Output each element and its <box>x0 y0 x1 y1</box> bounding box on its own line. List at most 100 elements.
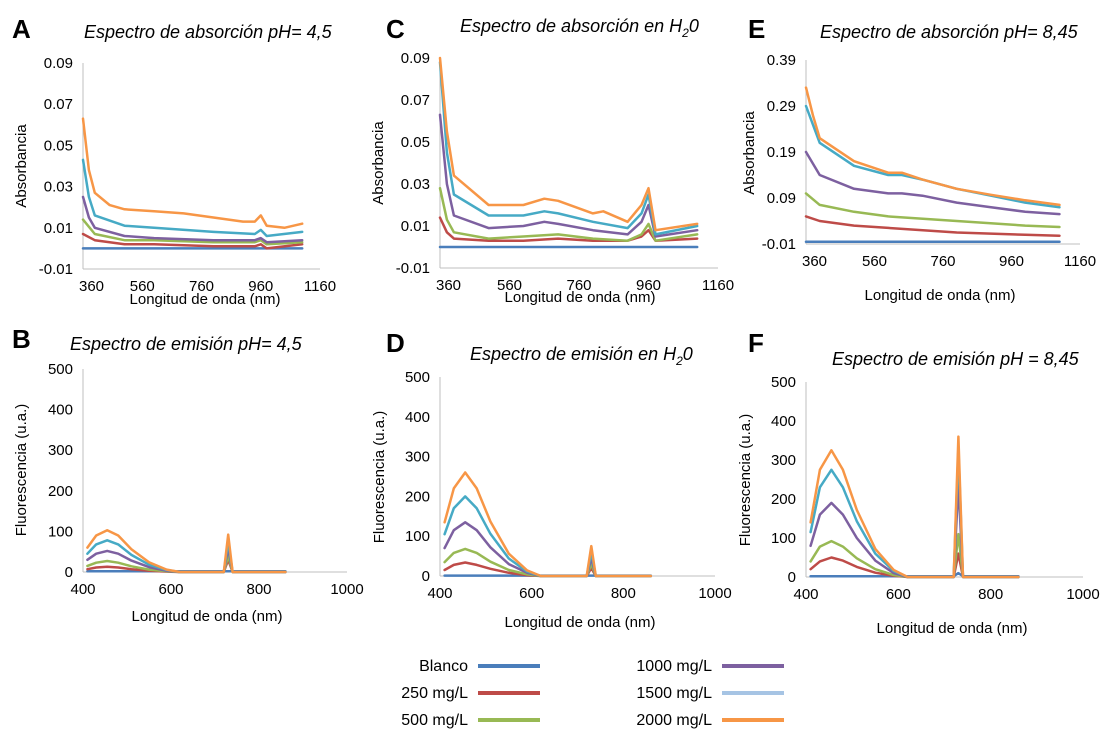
x-tick-label: 1000 <box>1066 586 1099 603</box>
panel-letter: D <box>386 328 405 358</box>
chart-panel-b: 0 100 200 300 400 500 400 600 800 1000 B Espectro d… <box>12 324 364 625</box>
panel-letter: B <box>12 324 31 354</box>
series-line-500-mg-l <box>809 532 1020 579</box>
y-axis-label: Fluorescencia (u.a.) <box>13 404 30 537</box>
chart-title-main: Espectro de emisión pH= 4,5 <box>70 334 303 354</box>
series-line-2000-mg-l <box>81 117 304 230</box>
x-tick-label: 400 <box>793 586 818 603</box>
chart-title-main: Espectro de emisión en H <box>470 344 677 364</box>
y-tick-label: 0.09 <box>767 190 796 207</box>
panel-letter: E <box>748 14 765 44</box>
y-tick-label: 0.29 <box>767 98 796 115</box>
y-tick-label: -0.01 <box>396 260 430 277</box>
y-tick-label: 0.09 <box>401 50 430 67</box>
chart-title: Espectro de absorción en H20 <box>460 16 699 40</box>
x-axis-label: Longitud de onda (nm) <box>877 620 1028 637</box>
legend: Blanco 250 mg/L 500 mg/L 1000 mg/L 1500 mg/L… <box>401 658 784 729</box>
chart-panel-a: -0.01 0.01 0.03 0.05 0.07 0.09 360 560 760 960 116… <box>12 14 336 308</box>
series-line-250-mg-l <box>809 552 1020 579</box>
y-tick-label: 300 <box>771 452 796 469</box>
panel-letter: F <box>748 328 764 358</box>
y-tick-label: 200 <box>48 483 73 500</box>
x-axis-label: Longitud de onda (nm) <box>505 289 656 306</box>
chart-title-subscript: 2 <box>681 26 689 40</box>
series-line-500-mg-l <box>81 218 304 246</box>
chart-title: Espectro de emisión en H20 <box>470 344 693 368</box>
x-axis-label: Longitud de onda (nm) <box>505 614 656 631</box>
y-axis-label: Fluorescencia (u.a.) <box>737 414 754 547</box>
y-tick-label: 100 <box>48 523 73 540</box>
series-line-500-mg-l <box>443 547 653 578</box>
panel-letter: C <box>386 14 405 44</box>
y-tick-label: 0.01 <box>401 218 430 235</box>
series-line-250-mg-l <box>81 232 304 250</box>
legend-label: Blanco <box>419 658 468 675</box>
chart-title-main: Espectro de emisión pH = 8,45 <box>832 349 1080 369</box>
chart-title: Espectro de emisión pH= 4,5 <box>70 334 303 354</box>
y-tick-label: 0.39 <box>767 52 796 69</box>
chart-title-main: Espectro de absorción pH= 4,5 <box>84 22 333 42</box>
series-line-2000-mg-l <box>804 86 1061 207</box>
series-line-500-mg-l <box>86 554 287 574</box>
y-tick-label: 0.07 <box>44 96 73 113</box>
x-tick-label: 960 <box>636 277 661 294</box>
chart-title-subscript: 2 <box>675 354 683 368</box>
x-tick-label: 1160 <box>304 278 336 295</box>
y-axis-label: Fluorescencia (u.a.) <box>371 411 388 544</box>
x-tick-label: 360 <box>79 278 104 295</box>
series-line-1500-mg-l <box>81 158 304 238</box>
x-tick-label: 600 <box>158 581 183 598</box>
x-tick-label: 760 <box>566 277 591 294</box>
chart-title: Espectro de emisión pH = 8,45 <box>832 349 1080 369</box>
chart-panel-d: 0 100 200 300 400 500 400 600 800 1000 D Espectro d… <box>371 328 732 631</box>
x-tick-label: 1000 <box>330 581 363 598</box>
y-tick-label: 0 <box>788 569 796 586</box>
y-tick-label: 0 <box>422 568 430 585</box>
y-tick-label: 0.05 <box>44 137 73 154</box>
y-tick-label: 0.09 <box>44 55 73 72</box>
y-axis-label: Absorbancia <box>741 111 758 195</box>
series-line-1000-mg-l <box>81 195 304 244</box>
x-tick-label: 400 <box>427 585 452 602</box>
x-tick-label: 760 <box>189 278 214 295</box>
series-line-1500-mg-l <box>804 104 1061 209</box>
y-tick-label: -0.01 <box>762 236 796 253</box>
y-tick-label: 400 <box>771 413 796 430</box>
x-tick-label: 960 <box>248 278 273 295</box>
y-tick-label: 0.07 <box>401 92 430 109</box>
y-tick-label: 0.03 <box>44 179 73 196</box>
x-tick-label: 360 <box>802 253 827 270</box>
y-axis-label: Absorbancia <box>370 121 387 205</box>
y-tick-label: 400 <box>48 402 73 419</box>
y-tick-label: 0.19 <box>767 144 796 161</box>
x-tick-label: 960 <box>999 253 1024 270</box>
x-tick-label: 760 <box>930 253 955 270</box>
y-tick-label: 500 <box>771 374 796 391</box>
y-tick-label: 0 <box>65 564 73 581</box>
series-line-250-mg-l <box>438 216 699 242</box>
series-line-250-mg-l <box>804 215 1061 237</box>
x-axis-label: Longitud de onda (nm) <box>865 287 1016 304</box>
chart-title-end: 0 <box>683 344 693 364</box>
x-tick-label: 1160 <box>702 277 734 294</box>
x-tick-label: 600 <box>519 585 544 602</box>
series-line-2000-mg-l <box>438 56 699 232</box>
legend-label: 1500 mg/L <box>636 685 712 702</box>
x-axis-label: Longitud de onda (nm) <box>130 291 281 308</box>
y-tick-label: 500 <box>48 361 73 378</box>
series-line-1000-mg-l <box>804 150 1061 216</box>
x-tick-label: 560 <box>497 277 522 294</box>
series-line-1000-mg-l <box>809 482 1020 579</box>
y-tick-label: 200 <box>405 488 430 505</box>
y-tick-label: 200 <box>771 491 796 508</box>
x-tick-label: 560 <box>130 278 155 295</box>
series-line-250-mg-l <box>443 561 653 578</box>
x-tick-label: 800 <box>611 585 636 602</box>
x-tick-label: 400 <box>70 581 95 598</box>
series-line-1000-mg-l <box>443 521 653 578</box>
y-tick-label: 0.03 <box>401 176 430 193</box>
x-tick-label: 600 <box>886 586 911 603</box>
x-tick-label: 800 <box>978 586 1003 603</box>
legend-label: 1000 mg/L <box>636 658 712 675</box>
